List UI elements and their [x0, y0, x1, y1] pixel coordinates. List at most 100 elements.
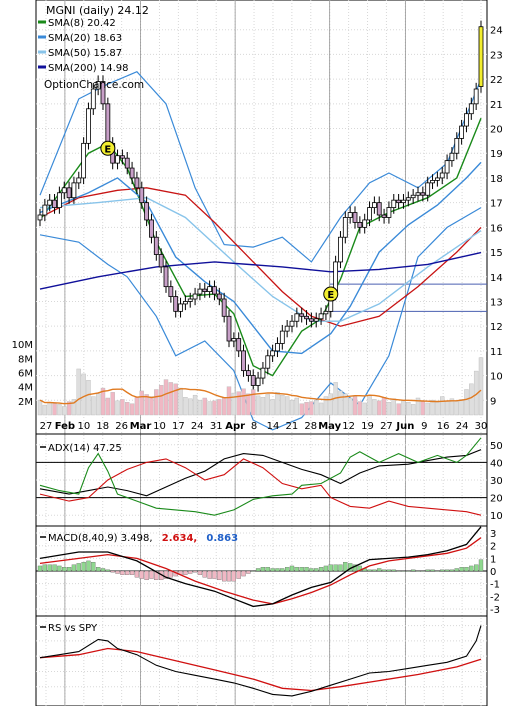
x-tick-label: 24	[456, 421, 469, 432]
macd-histogram-bar	[391, 569, 396, 572]
volume-bar	[71, 399, 77, 416]
candle-body	[86, 108, 91, 144]
candle-body	[381, 214, 387, 218]
candle-body	[119, 155, 125, 159]
candle-body	[391, 199, 397, 208]
volume-bar	[76, 368, 81, 416]
candle-body	[313, 318, 319, 322]
macd-histogram-bar	[454, 568, 459, 572]
volume-bar	[178, 387, 183, 416]
macd-label-text: MACD(8,40,9) 3.498,	[48, 533, 153, 544]
macd-histogram-bar	[154, 570, 159, 581]
candle-body	[439, 172, 445, 179]
volume-bar	[62, 406, 67, 416]
price-candles	[37, 20, 484, 392]
rs-moving-average-line	[39, 647, 482, 692]
volume-bar	[362, 402, 367, 416]
macd-histogram-bar	[139, 570, 144, 579]
earnings-markers: EE	[100, 140, 339, 302]
candle-body	[47, 199, 53, 206]
rs-line	[39, 625, 482, 697]
candle-body	[76, 177, 82, 184]
macd-histogram-bar	[163, 570, 169, 579]
macd-histogram-bar	[372, 569, 377, 572]
legend-label: SMA(50) 15.87	[48, 48, 122, 59]
macd-histogram-bar	[222, 570, 227, 582]
macd-histogram-bar	[241, 570, 246, 577]
volume-bar	[105, 397, 111, 416]
volume-tick-label: 4M	[18, 383, 33, 394]
candle-body	[216, 293, 222, 300]
macd-histogram-bar	[183, 570, 188, 575]
price-tick-label: 23	[490, 50, 503, 61]
candle-body	[105, 103, 111, 144]
macd-histogram-bar	[71, 564, 77, 572]
macd-histogram-bar	[444, 569, 450, 572]
volume-bar	[357, 401, 363, 416]
price-tick-label: 13	[490, 297, 503, 308]
volume-bar	[100, 387, 106, 416]
volume-bar	[289, 399, 295, 416]
volume-average-line	[39, 388, 482, 405]
macd-histogram-bar	[275, 568, 280, 572]
candle-body	[226, 315, 232, 342]
volume-bar	[328, 393, 333, 416]
candle-body	[468, 103, 474, 115]
volume-bar	[212, 400, 217, 416]
candle-body	[289, 320, 295, 327]
x-tick-label: 26	[115, 421, 128, 432]
legend-label: SMA(8) 20.42	[48, 18, 116, 29]
volume-bar	[425, 402, 430, 416]
volume-bar	[444, 400, 450, 416]
volume-bar	[260, 397, 266, 416]
volume-bar	[270, 399, 275, 416]
candle-body	[275, 343, 280, 352]
candle-body	[178, 303, 183, 312]
candle-body	[90, 88, 96, 110]
macd-histogram-bar	[333, 564, 338, 572]
candle-body	[221, 298, 227, 317]
macd-histogram-bar	[144, 570, 149, 581]
x-axis-ticks: 27 Feb 10 18 26 Mar 10 17 24 31 Apr 8 14 21 28 May 12 19 2…	[40, 421, 488, 432]
macd-histogram-bar	[42, 564, 47, 572]
volume-bar	[459, 399, 464, 416]
macd-histogram-bar	[81, 561, 86, 572]
macd-histogram-bar	[459, 567, 464, 572]
x-tick-label: 31	[210, 421, 223, 432]
macd-histogram-bar	[105, 569, 110, 572]
volume-bar	[372, 399, 377, 416]
macd-histogram-bar	[129, 570, 135, 575]
volume-bar	[241, 388, 246, 416]
macd-histogram-bar	[430, 569, 435, 572]
volume-bar	[197, 399, 203, 416]
x-tick-label: May	[318, 421, 341, 432]
macd-histogram-bar	[212, 570, 217, 579]
candle-body	[66, 187, 72, 199]
candle-body	[231, 338, 237, 342]
volume-bar	[163, 379, 169, 416]
macd-histogram-bar	[314, 568, 319, 572]
volume-bar	[86, 380, 91, 416]
volume-bar	[95, 393, 101, 416]
macd-histogram-bar	[207, 570, 212, 579]
bollinger-upper-line	[39, 70, 482, 263]
rs-lines	[39, 625, 482, 697]
macd-histogram-bar	[120, 570, 125, 575]
macd-histogram-bar	[197, 570, 203, 575]
macd-histogram-bar	[425, 569, 430, 572]
volume-bar	[81, 373, 86, 416]
volume-bar	[406, 402, 411, 416]
candle-body	[454, 138, 460, 154]
macd-histogram-bar	[309, 568, 314, 572]
candle-body	[173, 296, 179, 312]
candle-body	[352, 212, 358, 223]
macd-tick-label: 3	[490, 529, 496, 540]
macd-histogram-bar	[231, 570, 236, 582]
volume-bar	[47, 402, 52, 416]
volume-bar	[202, 397, 207, 416]
candle-body	[95, 81, 101, 90]
x-tick-label: 19	[361, 421, 374, 432]
adx-tick-label: 30	[490, 476, 503, 487]
